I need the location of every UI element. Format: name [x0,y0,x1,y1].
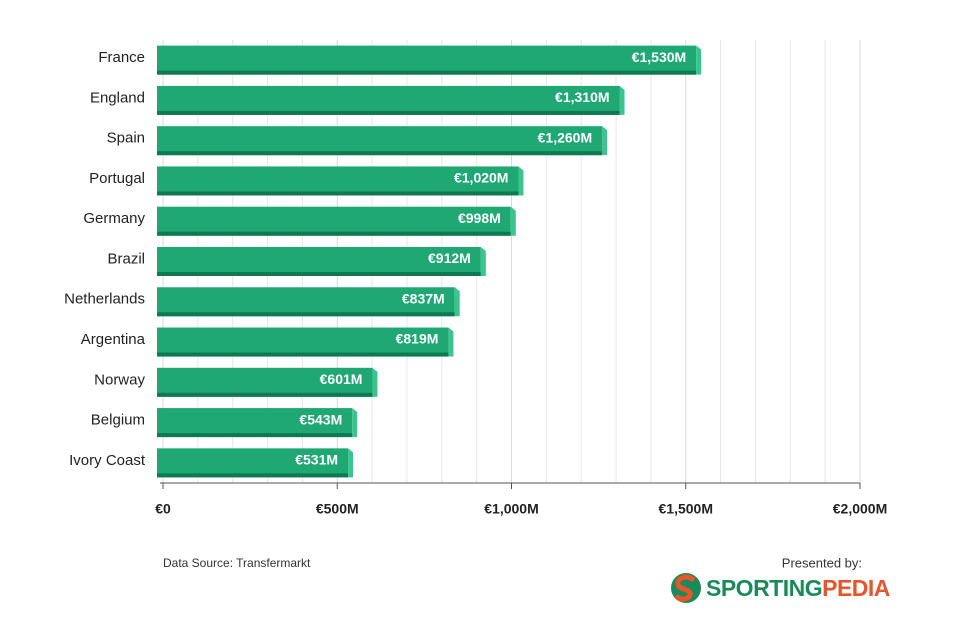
value-label: €1,260M [538,129,592,145]
bar [157,166,519,196]
source-note: Data Source: Transfermarkt [163,556,311,570]
bar [157,45,697,75]
bar-group [157,206,516,236]
y-tick-label: Ivory Coast [69,452,146,469]
bar-shadow [157,272,481,276]
bar-group [157,408,358,438]
logo-icon-s [674,574,696,602]
y-tick-label: Spain [107,130,145,147]
bar-group [157,166,524,196]
logo: SPORTINGPEDIA [671,573,890,603]
bar-bevel [372,367,378,397]
y-tick-label: Netherlands [64,291,145,308]
bar-bevel [518,166,524,196]
value-label: €1,310M [555,89,609,105]
value-label: €543M [299,411,342,427]
bar [157,327,449,357]
bar-group [157,327,454,357]
bar [157,408,353,438]
value-label: €837M [402,290,445,306]
bar [157,85,620,115]
y-tick-label: Norway [94,371,145,388]
bar-shadow [157,110,620,115]
bar-bevel [619,85,625,115]
bar-bevel [602,126,608,156]
bar-group [157,85,625,115]
y-tick-label: Portugal [89,170,145,187]
bar-shadow [157,352,449,357]
bar-group [157,287,460,317]
y-tick-label: Argentina [81,331,146,348]
value-label: €1,530M [632,49,686,65]
bar-shadow [157,70,697,75]
bar [157,287,455,317]
bar [157,126,603,156]
bar-bevel [454,287,460,317]
logo-part: SPORTING [706,575,822,601]
value-label: €1,020M [454,170,508,186]
x-tick-label: €0 [155,501,171,517]
value-label: €601M [320,371,363,387]
y-tick-label: Belgium [91,412,145,429]
x-tick-label: €2,000M [833,501,887,517]
bar-bevel [510,206,516,236]
value-label: €531M [295,452,338,468]
bar-shadow [157,473,349,478]
bar-group [157,247,486,276]
presented-by: Presented by: [782,555,862,570]
bar-group [157,367,378,397]
bar-shadow [157,312,455,317]
x-tick-label: €1,000M [484,501,538,517]
bar-bevel [352,408,358,438]
logo-text: SPORTINGPEDIA [706,575,890,601]
bar-shadow [157,151,603,156]
bar-shadow [157,191,519,196]
y-tick-label: England [90,89,145,106]
bar-bevel [448,327,454,357]
x-tick-label: €500M [316,501,359,517]
bar-shadow [157,231,511,236]
bar-group [157,126,608,156]
logo-part: PEDIA [822,575,890,601]
x-tick-label: €1,500M [659,501,713,517]
bar-shadow [157,392,373,397]
bar [157,448,349,478]
y-tick-label: Germany [83,210,145,227]
bar [157,367,373,397]
value-label: €819M [396,331,439,347]
bar-bevel [696,45,702,75]
y-tick-label: Brazil [107,250,145,267]
bar-group [157,45,702,75]
bar [157,206,511,236]
bar [157,247,481,276]
bar-bevel [480,247,486,276]
value-label: €912M [428,250,471,266]
bar-bevel [348,448,354,478]
value-label: €998M [458,210,501,226]
bar-group [157,448,354,478]
bar-shadow [157,433,353,438]
y-tick-label: France [98,49,145,66]
